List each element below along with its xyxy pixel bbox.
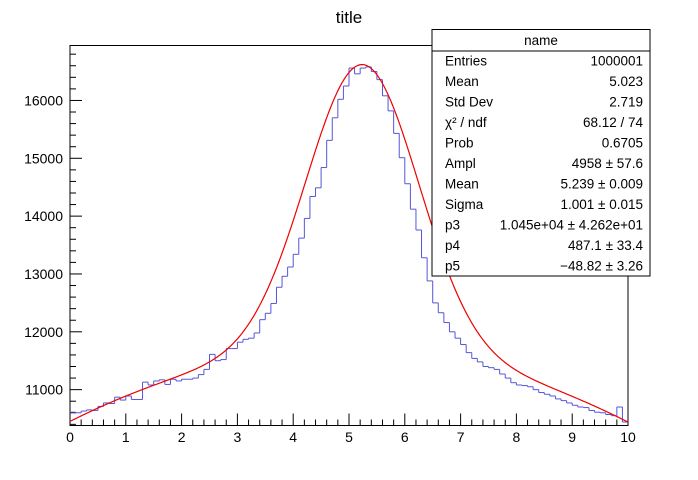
x-tick-label: 8 xyxy=(513,429,521,445)
stats-row-value: 5.239 ± 0.009 xyxy=(561,176,643,191)
x-axis-ticks xyxy=(69,413,629,426)
x-tick-label: 7 xyxy=(457,429,465,445)
y-tick-label: 16000 xyxy=(24,92,63,108)
stats-row-value: −48.82 ± 3.26 xyxy=(560,258,643,273)
x-axis-tick-labels: 0 1 2 3 4 5 6 7 8 9 10 xyxy=(66,429,636,445)
stats-row-label: Mean xyxy=(445,176,479,191)
y-axis-tick-labels: 11000 12000 13000 14000 15000 16000 xyxy=(24,92,63,397)
y-tick-label: 12000 xyxy=(24,324,63,340)
stats-row-label: p4 xyxy=(445,238,461,253)
fit-layer xyxy=(69,63,629,423)
stats-row-label: p3 xyxy=(445,217,460,232)
stats-row-value: 5.023 xyxy=(609,74,643,89)
stats-row-label: Prob xyxy=(445,136,474,151)
stats-row-value: 1.045e+04 ± 4.262e+01 xyxy=(500,217,643,232)
y-tick-label: 11000 xyxy=(25,382,63,398)
stats-row-label: p5 xyxy=(445,258,460,273)
stats-box-title: name xyxy=(524,33,558,48)
x-tick-label: 6 xyxy=(401,429,409,445)
y-axis-ticks xyxy=(70,53,82,425)
stats-row-value: 1000001 xyxy=(590,54,643,69)
stats-row-value: 1.001 ± 0.015 xyxy=(561,197,643,212)
x-tick-label: 10 xyxy=(620,429,636,445)
x-tick-label: 3 xyxy=(234,429,242,445)
stats-row-label: Ampl xyxy=(445,156,476,171)
stats-row-value: 68.12 / 74 xyxy=(583,115,644,130)
x-tick-label: 4 xyxy=(289,429,297,445)
fit-curve xyxy=(69,63,629,423)
stats-row-label: Std Dev xyxy=(445,95,493,110)
stats-row-label: Entries xyxy=(445,54,487,69)
x-tick-label: 5 xyxy=(345,429,353,445)
x-tick-label: 2 xyxy=(178,429,186,445)
stats-row-value: 4958 ± 57.6 xyxy=(572,156,643,171)
y-tick-label: 13000 xyxy=(24,266,63,282)
y-tick-label: 14000 xyxy=(24,208,63,224)
stats-row-label: Sigma xyxy=(445,197,484,212)
y-tick-label: 15000 xyxy=(24,150,63,166)
stats-box-frame xyxy=(431,29,651,277)
stats-row-label: Mean xyxy=(445,74,479,89)
x-tick-label: 1 xyxy=(122,429,130,445)
chart-title: title xyxy=(336,8,362,27)
histogram-layer xyxy=(70,66,628,423)
stats-row-value: 0.6705 xyxy=(602,136,643,151)
stats-row-value: 2.719 xyxy=(609,95,643,110)
stats-row-label: χ² / ndf xyxy=(445,115,487,130)
x-tick-label: 9 xyxy=(568,429,576,445)
stats-box: name Entries 1000001 Mean 5.023 Std Dev 2.719 χ… xyxy=(431,29,651,277)
stats-row-value: 487.1 ± 33.4 xyxy=(568,238,643,253)
x-tick-label: 0 xyxy=(66,429,74,445)
